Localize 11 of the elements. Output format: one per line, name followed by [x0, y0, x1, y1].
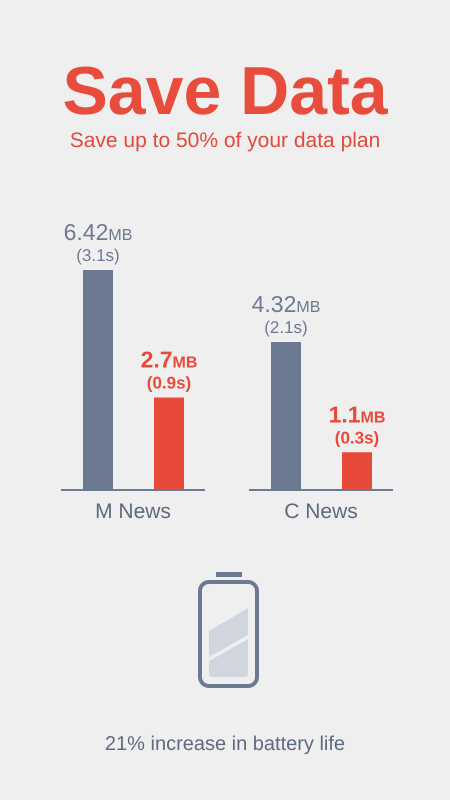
- x-tick-label: M News: [95, 500, 171, 523]
- chart-title: Save Data: [61, 52, 389, 131]
- bar: [154, 397, 184, 490]
- data-label: 4.32MB (2.1s): [252, 290, 320, 337]
- text: 21% increase in battery life: [104, 732, 346, 756]
- data-label: 6.42MB (3.1s): [64, 219, 132, 265]
- bar: [342, 452, 372, 490]
- x-tick-label: C News: [284, 500, 358, 523]
- chart-subtitle: Save up to 50% of your data plan: [68, 128, 382, 154]
- data-label: 1.1MB (0.3s): [328, 401, 386, 448]
- data-label: 2.7MB (0.9s): [140, 346, 198, 392]
